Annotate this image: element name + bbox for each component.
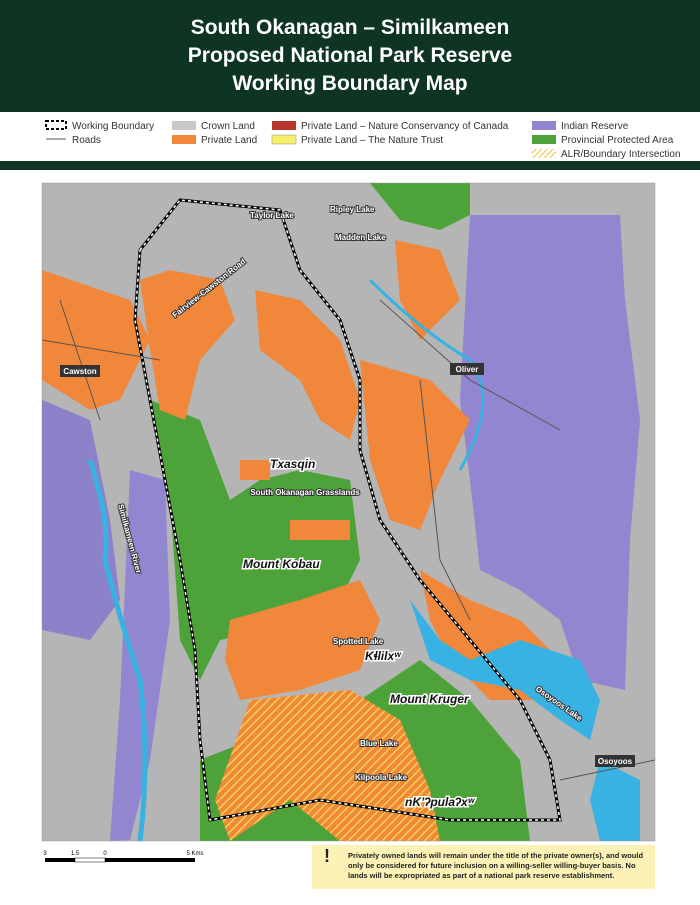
map: Taylor Lake Ripley Lake Madden Lake Fair… — [41, 182, 656, 842]
title: Proposed National Park Reserve — [188, 44, 512, 67]
town-label: Osoyoos — [598, 757, 633, 766]
legend-label: Roads — [72, 135, 101, 146]
legend-label: ALR/Boundary Intersection — [561, 149, 681, 160]
map-label: Kɬlilxʷ — [365, 649, 402, 663]
swatch — [172, 135, 196, 144]
scale-label: 0 — [103, 851, 107, 857]
map-label: Mount Kruger — [390, 692, 470, 706]
town-box — [595, 755, 635, 767]
scale-label: 1.5 — [71, 851, 80, 857]
swatch — [532, 135, 556, 144]
title: Working Boundary Map — [232, 72, 467, 95]
legend-label: Private Land – The Nature Trust — [301, 135, 443, 146]
swatch — [172, 121, 196, 130]
town-box — [60, 365, 100, 377]
legend-label: Private Land – Nature Conservancy of Can… — [301, 121, 509, 132]
notice: ! Privately owned lands will remain under… — [312, 845, 655, 889]
map-label: Spotted Lake — [333, 637, 384, 646]
title: South Okanagan – Similkameen — [191, 16, 510, 39]
town-label: Oliver — [456, 365, 479, 374]
legend-label: Crown Land — [201, 121, 255, 132]
map-label: Ripley Lake — [330, 205, 375, 214]
legend-label: Working Boundary — [72, 121, 154, 132]
map-label: Kilpoola Lake — [355, 773, 408, 782]
scale-bar: 3 1.5 0 5 Kms — [43, 851, 204, 863]
town-label: Cawston — [63, 367, 96, 376]
map-label: Blue Lake — [360, 739, 398, 748]
town-box — [450, 363, 484, 375]
legend: Working Boundary Roads Crown Land Privat… — [45, 120, 681, 160]
swatch — [271, 134, 297, 145]
scale-label: 5 Kms — [186, 851, 203, 857]
map-label: Mount Kobau — [243, 557, 320, 571]
map-label: nKʼʔpulaʔxʷ — [405, 795, 476, 809]
header — [0, 0, 700, 112]
swatch — [45, 120, 67, 130]
legend-label: Private Land — [201, 135, 257, 146]
swatch — [532, 121, 556, 130]
swatch — [272, 121, 296, 130]
notice-text: Privately owned lands will remain under … — [348, 851, 644, 880]
swatch — [532, 149, 556, 158]
legend-label: Provincial Protected Area — [561, 135, 674, 146]
legend-label: Indian Reserve — [561, 121, 629, 132]
map-label: Madden Lake — [335, 233, 386, 242]
map-label: Txasqin — [270, 457, 315, 471]
map-label: South Okanagan Grasslands — [250, 488, 360, 497]
divider — [0, 161, 700, 170]
map-label: Taylor Lake — [250, 211, 294, 220]
scale-label: 3 — [43, 851, 47, 857]
